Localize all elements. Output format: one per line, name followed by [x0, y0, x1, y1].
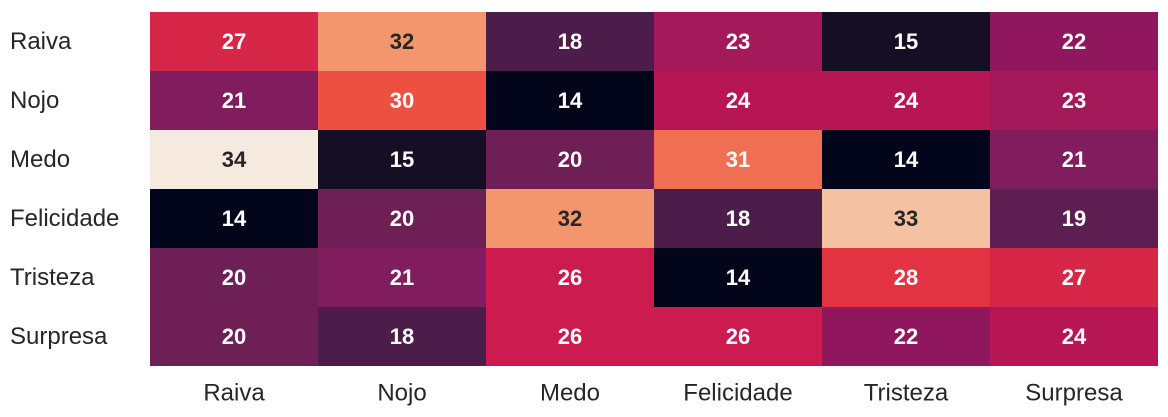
heatmap-cell: [486, 71, 654, 130]
x-axis-tick-labels: Raiva Nojo Medo Felicidade Tristeza Surpresa: [203, 380, 1123, 407]
heatmap-cell-label: 26: [558, 324, 582, 349]
heatmap-cell: [822, 248, 990, 307]
heatmap-cell: [318, 189, 486, 248]
heatmap-cell: [486, 307, 654, 366]
heatmap-annotations: 27 32 18 23 15 22 21 30 14 24 24 23 34 15 20 31 14 21 14 20…: [222, 29, 1087, 349]
heatmap-cell: [822, 71, 990, 130]
heatmap-cell: [654, 71, 822, 130]
heatmap-cell: [150, 307, 318, 366]
heatmap-cell: [486, 189, 654, 248]
heatmap-cell-label: 19: [1062, 206, 1086, 231]
heatmap-cell-label: 27: [222, 29, 246, 54]
heatmap-cell-label: 14: [222, 206, 247, 231]
heatmap-cell-label: 14: [894, 147, 919, 172]
x-tick-label: Felicidade: [683, 380, 792, 407]
heatmap-cell: [990, 71, 1158, 130]
heatmap-cell-label: 14: [726, 265, 751, 290]
y-tick-label: Tristeza: [10, 264, 95, 291]
heatmap-cells: [150, 12, 1158, 366]
heatmap-cell: [150, 71, 318, 130]
heatmap-cell-label: 22: [1062, 29, 1086, 54]
heatmap-cell-label: 28: [894, 265, 918, 290]
heatmap-cell-label: 31: [726, 147, 750, 172]
heatmap-cell: [150, 12, 318, 71]
y-tick-label: Felicidade: [10, 205, 119, 232]
heatmap-cell-label: 33: [894, 206, 918, 231]
heatmap-cell-label: 24: [1062, 324, 1087, 349]
heatmap-cell: [990, 130, 1158, 189]
y-axis-tick-labels: Raiva Nojo Medo Felicidade Tristeza Surpresa: [10, 28, 119, 350]
heatmap-cell-label: 27: [1062, 265, 1086, 290]
x-tick-label: Surpresa: [1025, 380, 1123, 407]
heatmap-cell: [990, 12, 1158, 71]
heatmap-cell: [990, 307, 1158, 366]
heatmap-cell: [150, 130, 318, 189]
heatmap-cell: [318, 248, 486, 307]
heatmap-cell-label: 23: [1062, 88, 1086, 113]
heatmap-cell-label: 18: [390, 324, 414, 349]
heatmap-cell: [318, 307, 486, 366]
heatmap-cell-label: 26: [558, 265, 582, 290]
heatmap-cell-label: 30: [390, 88, 414, 113]
heatmap-cell-label: 22: [894, 324, 918, 349]
heatmap-cell: [654, 130, 822, 189]
heatmap-cell: [822, 189, 990, 248]
heatmap-cell: [822, 130, 990, 189]
heatmap-cell: [654, 248, 822, 307]
x-tick-label: Raiva: [203, 380, 265, 407]
y-tick-label: Surpresa: [10, 323, 108, 350]
heatmap-cell-label: 34: [222, 147, 247, 172]
heatmap-cell: [654, 307, 822, 366]
heatmap-cell-label: 15: [390, 147, 414, 172]
heatmap-cell-label: 24: [726, 88, 751, 113]
heatmap-cell: [990, 248, 1158, 307]
heatmap-cell-label: 18: [726, 206, 750, 231]
heatmap-cell: [150, 248, 318, 307]
heatmap-cell-label: 14: [558, 88, 583, 113]
heatmap-cell-label: 32: [390, 29, 414, 54]
heatmap-cell-label: 20: [222, 265, 246, 290]
heatmap-cell-label: 20: [390, 206, 414, 231]
heatmap-cell: [654, 189, 822, 248]
heatmap-cell-label: 32: [558, 206, 582, 231]
heatmap-cell-label: 20: [222, 324, 246, 349]
heatmap-cell-label: 21: [222, 88, 246, 113]
heatmap-cell: [318, 71, 486, 130]
heatmap-cell-label: 18: [558, 29, 582, 54]
heatmap-cell: [990, 189, 1158, 248]
heatmap-cell: [486, 130, 654, 189]
y-tick-label: Medo: [10, 146, 70, 173]
heatmap-cell: [318, 130, 486, 189]
x-tick-label: Medo: [540, 380, 600, 407]
heatmap-cell: [318, 12, 486, 71]
heatmap-cell-label: 21: [390, 265, 414, 290]
heatmap-cell-label: 24: [894, 88, 919, 113]
heatmap-cell: [150, 189, 318, 248]
heatmap-cell: [486, 248, 654, 307]
y-tick-label: Nojo: [10, 87, 59, 114]
y-tick-label: Raiva: [10, 28, 72, 55]
x-tick-label: Nojo: [377, 380, 426, 407]
heatmap-cell-label: 26: [726, 324, 750, 349]
x-tick-label: Tristeza: [864, 380, 949, 407]
heatmap-cell-label: 20: [558, 147, 582, 172]
heatmap-cell: [822, 307, 990, 366]
heatmap-cell: [654, 12, 822, 71]
heatmap-cell-label: 23: [726, 29, 750, 54]
heatmap-cell-label: 21: [1062, 147, 1086, 172]
heatmap-cell-label: 15: [894, 29, 918, 54]
heatmap-cell: [822, 12, 990, 71]
heatmap-cell: [486, 12, 654, 71]
